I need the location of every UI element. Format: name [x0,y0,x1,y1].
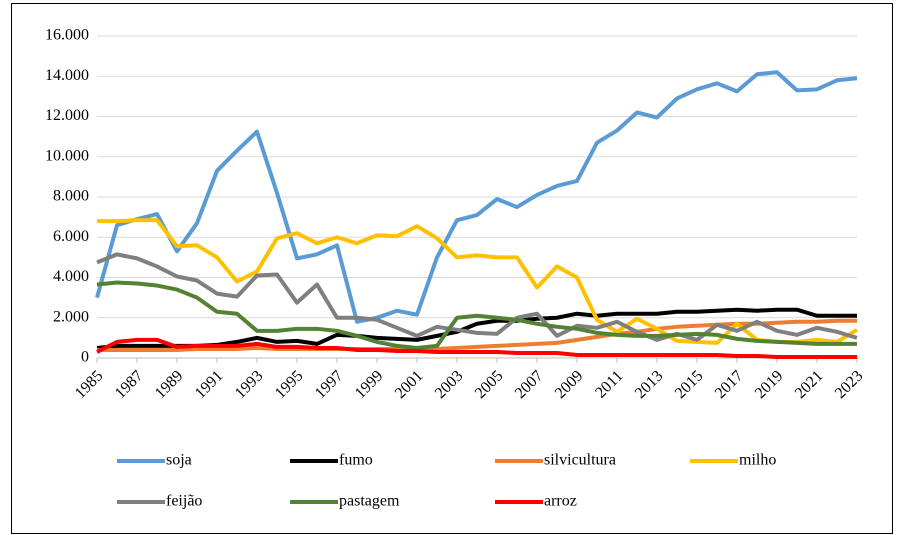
x-tick-label: 1995 [272,367,307,402]
y-tick-label: 8.000 [53,188,89,205]
y-tick-label: 2.000 [53,308,89,325]
x-tick-label: 1993 [232,367,267,402]
y-tick-label: 12.000 [45,107,89,124]
x-tick-label: 2023 [832,367,867,402]
legend-label: soja [166,452,192,469]
x-tick-label: 2013 [632,367,667,402]
series-line [96,307,857,350]
legend-label: pastagem [339,493,400,510]
x-tick-label: 2007 [512,367,547,402]
y-tick-label: 6.000 [53,228,89,245]
x-tick-label: 1999 [352,367,387,402]
x-tick-label: 1987 [112,367,147,402]
legend-label: feijão [166,493,202,510]
series-line [95,70,858,324]
x-tick-label: 2017 [712,367,747,402]
x-tick-label: 1997 [312,367,347,402]
x-tick-label: 1991 [192,367,227,402]
x-tick-label: 2003 [432,367,467,402]
legend-label: fumo [339,452,373,469]
x-tick-label: 2001 [392,367,427,402]
legend-label: milho [739,452,776,469]
legend-label: silvicultura [544,452,616,469]
series-line [96,337,857,359]
y-tick-label: 14.000 [45,67,89,84]
x-tick-label: 2009 [552,367,587,402]
series-line [96,252,858,342]
x-tick-label: 2005 [472,367,507,402]
legend-label: arroz [544,493,577,510]
series-line [96,280,857,350]
x-tick-label: 2015 [672,367,707,402]
frame [11,3,893,534]
x-tick-label: 2021 [792,367,827,402]
y-tick-label: 0 [81,349,89,366]
x-tick-label: 2019 [752,367,787,402]
series-line [97,318,857,352]
x-tick-label: 1985 [72,367,107,402]
y-tick-label: 4.000 [53,268,89,285]
x-tick-label: 2011 [592,367,626,401]
y-tick-label: 10.000 [45,147,89,164]
y-tick-label: 16.000 [45,27,89,44]
x-tick-label: 1989 [152,367,187,402]
